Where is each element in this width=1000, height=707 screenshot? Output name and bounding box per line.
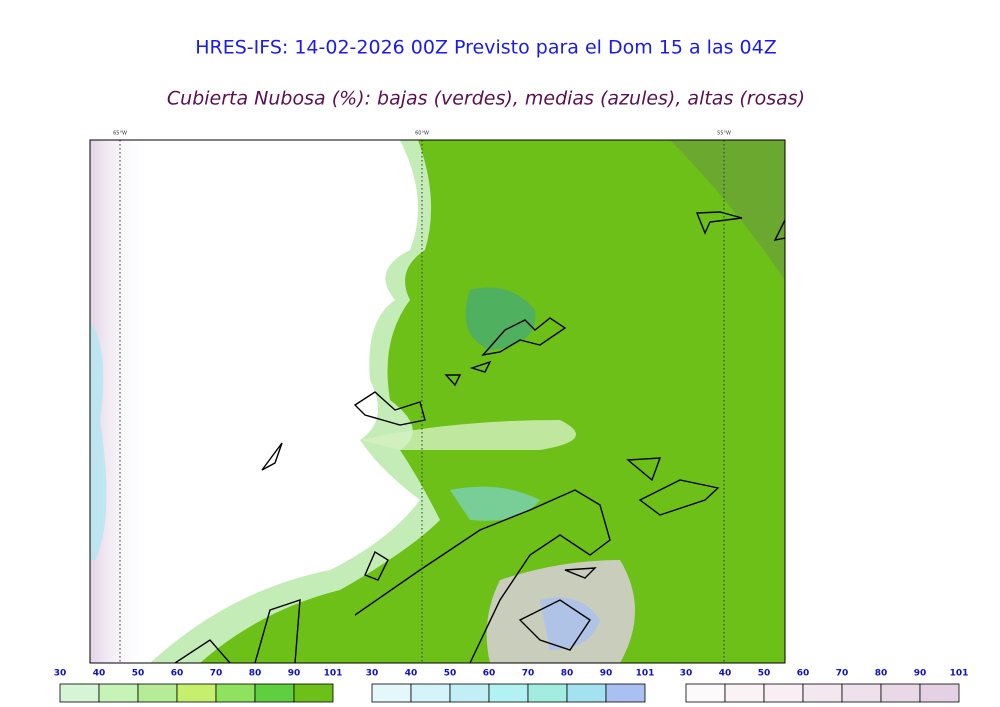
colorbar-cell: [371, 683, 412, 703]
colorbar-cell: [841, 683, 882, 703]
colorbar-tick-label: 90: [600, 669, 613, 679]
colorbar-cell: [919, 683, 960, 703]
colorbar-tick-label: 50: [758, 669, 771, 679]
colorbar-tick-label: 101: [950, 669, 969, 679]
colorbar-tick-label: 60: [797, 669, 810, 679]
colorbar-tick-label: 101: [636, 669, 655, 679]
subtitle: Cubierta Nubosa (%): bajas (verdes), med…: [167, 88, 805, 110]
colorbar-tick-label: 30: [366, 669, 379, 679]
colorbar-tick-label: 70: [210, 669, 223, 679]
colorbar-tick-label: 50: [444, 669, 457, 679]
meridian-label: 60°W: [415, 131, 429, 137]
colorbar-tick-label: 80: [249, 669, 262, 679]
colorbar-tick-label: 60: [483, 669, 496, 679]
colorbar-tick-label: 70: [522, 669, 535, 679]
colorbar-tick-label: 40: [93, 669, 106, 679]
colorbar-cell: [802, 683, 843, 703]
map-frame: [89, 139, 786, 664]
colorbar-cell: [98, 683, 139, 703]
colorbar-cell: [566, 683, 607, 703]
colorbar-cell: [215, 683, 256, 703]
colorbar-cell: [410, 683, 451, 703]
colorbar-tick-label: 80: [875, 669, 888, 679]
colorbar-cell: [763, 683, 804, 703]
colorbar-cell: [488, 683, 529, 703]
colorbar-cell: [59, 683, 100, 703]
colorbar-cell: [137, 683, 178, 703]
meridians: [119, 140, 725, 663]
map: 65°W 60°W 55°W: [89, 131, 786, 664]
colorbar-tick-label: 40: [719, 669, 732, 679]
colorbar-tick-label: 101: [324, 669, 343, 679]
colorbar-cell: [254, 683, 295, 703]
meridian-label: 65°W: [113, 131, 127, 137]
colorbar-tick-label: 50: [132, 669, 145, 679]
colorbar-cell: [293, 683, 334, 703]
title: HRES-IFS: 14-02-2026 00Z Previsto para e…: [195, 37, 777, 59]
meridian-label: 55°W: [717, 131, 731, 137]
colorbar-cell: [724, 683, 765, 703]
colorbar-tick-label: 30: [54, 669, 67, 679]
colorbar-cell: [527, 683, 568, 703]
colorbar-cell: [685, 683, 726, 703]
colorbar-tick-label: 30: [680, 669, 693, 679]
colorbar-cell: [605, 683, 646, 703]
colorbar-tick-label: 90: [914, 669, 927, 679]
colorbar-tick-label: 40: [405, 669, 418, 679]
colorbar-tick-label: 70: [836, 669, 849, 679]
colorbar-cell: [449, 683, 490, 703]
colorbar-tick-label: 80: [561, 669, 574, 679]
colorbar-tick-label: 90: [288, 669, 301, 679]
colorbar-cell: [176, 683, 217, 703]
coastline: [174, 211, 785, 663]
colorbar-cell: [880, 683, 921, 703]
colorbar-tick-label: 60: [171, 669, 184, 679]
